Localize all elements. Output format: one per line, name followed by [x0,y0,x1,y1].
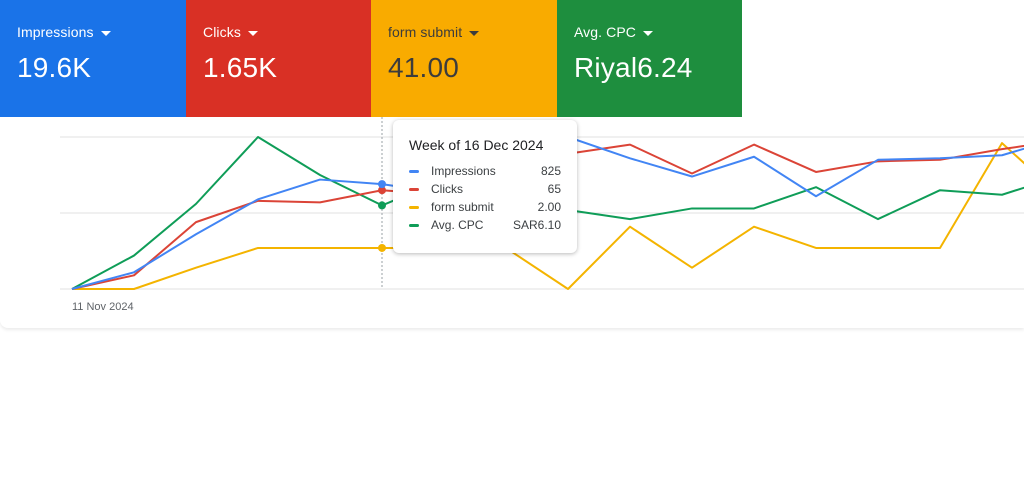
metric-value-impressions: 19.6K [17,52,92,83]
highlight-point-form-submit [378,243,386,252]
series-swatch-icon [409,169,419,173]
metric-value-avg-cpc: Riyal6.24 [574,52,693,83]
tooltip-series-value: 2.00 [537,200,561,214]
metric-card-impressions[interactable]: Impressions 19.6K [0,0,186,117]
performance-panel: Impressions 19.6K Clicks 1.65K form subm… [0,0,1024,313]
tooltip-title: Week of 16 Dec 2024 [409,137,544,153]
metric-value-form-submit: 41.00 [388,52,460,83]
metric-label-impressions: Impressions [17,24,94,40]
metric-card-clicks[interactable]: Clicks 1.65K [186,0,371,117]
metric-card-avg-cpc[interactable]: Avg. CPC Riyal6.24 [557,0,742,117]
metric-label-avg-cpc: Avg. CPC [574,24,637,40]
tooltip-row-clicks: Clicks 65 [409,180,561,198]
metric-card-label-row: Clicks [203,24,371,40]
metric-card-label-row: Avg. CPC [574,24,742,40]
metric-value-clicks: 1.65K [203,52,278,83]
tooltip-series-name: Avg. CPC [431,218,484,232]
series-swatch-icon [409,187,419,191]
tooltip-series-name: Clicks [431,182,463,196]
tooltip-series-value: 65 [547,182,561,196]
tooltip-row-impressions: Impressions 825 [409,162,561,180]
chart-tooltip: Week of 16 Dec 2024 Impressions 825 Clic… [393,120,577,253]
metric-card-label-row: Impressions [17,24,186,40]
dropdown-caret-icon[interactable] [643,30,654,36]
series-swatch-icon [409,205,419,209]
highlight-point-impressions [378,180,386,189]
dropdown-caret-icon[interactable] [100,30,111,36]
tooltip-series-value: 825 [540,164,561,178]
dropdown-caret-icon[interactable] [247,30,258,36]
metric-cards: Impressions 19.6K Clicks 1.65K form subm… [0,0,742,117]
metric-label-clicks: Clicks [203,24,241,40]
tooltip-series-name: Impressions [431,164,496,178]
metric-card-form-submit[interactable]: form submit 41.00 [371,0,557,117]
x-axis-tick-label: 11 Nov 2024 [72,301,134,313]
dropdown-caret-icon[interactable] [469,30,480,36]
highlight-point-avg-cpc [378,201,386,210]
tooltip-row-avg-cpc: Avg. CPC SAR6.10 [409,216,561,234]
tooltip-series-value: SAR6.10 [512,218,561,232]
metric-label-form-submit: form submit [388,24,463,40]
tooltip-series-name: form submit [431,200,494,214]
metric-card-label-row: form submit [388,24,557,40]
series-line-form-submit[interactable] [72,142,1024,290]
series-swatch-icon [409,223,419,227]
highlight-points [378,180,386,252]
highlight-point-clicks [378,186,386,195]
tooltip-row-form-submit: form submit 2.00 [409,198,561,216]
